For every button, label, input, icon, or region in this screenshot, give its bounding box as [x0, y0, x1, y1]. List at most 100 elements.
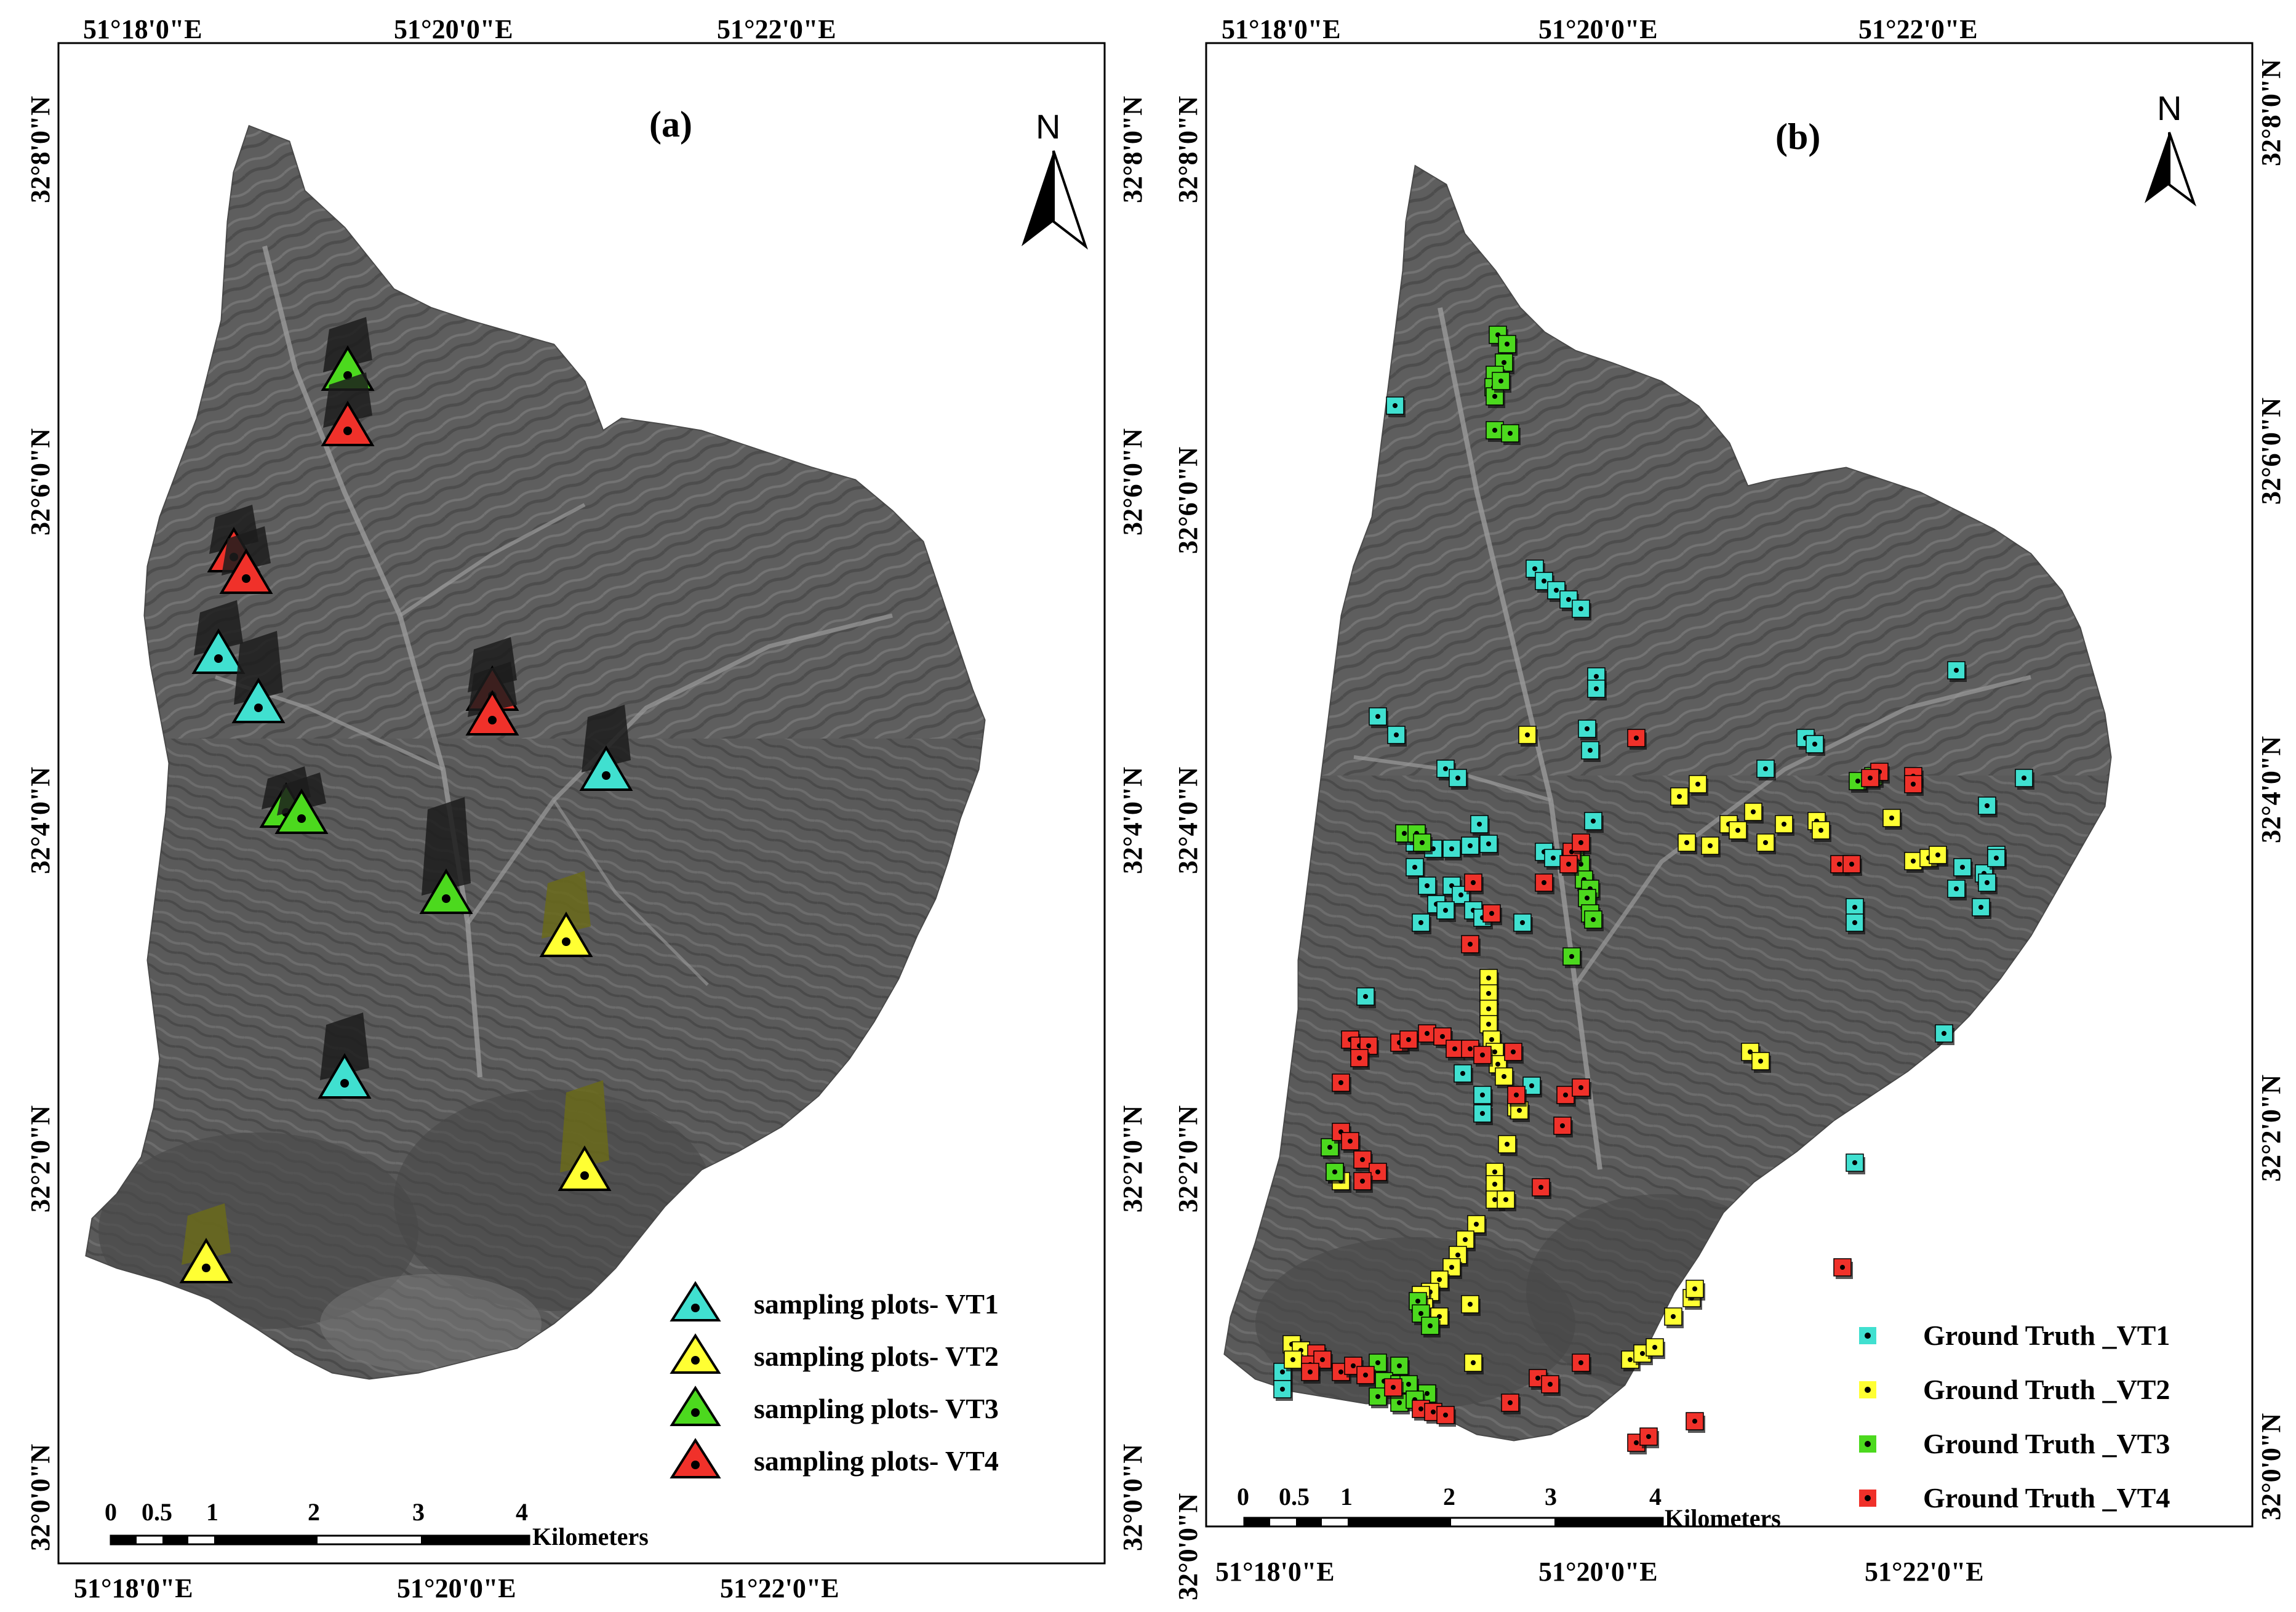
ground-truth-marker: [1461, 836, 1481, 857]
ground-truth-marker: [1390, 1357, 1410, 1377]
panel-a-bottom-lon-0: 51°18'0"E: [74, 1573, 193, 1603]
ground-truth-marker: [1473, 1046, 1493, 1067]
svg-text:1: 1: [1340, 1483, 1353, 1510]
ground-truth-marker: [1532, 1178, 1551, 1199]
ground-truth-marker: [1273, 1380, 1293, 1401]
ground-truth-marker: [1384, 1378, 1404, 1399]
ground-truth-marker: [1541, 1375, 1561, 1396]
panel-b-north-arrow-icon: N: [2145, 89, 2197, 207]
panel-b-scale-bar: 0 0.5 1 2 3 4 Kilometers: [1237, 1483, 1781, 1532]
svg-text:0: 0: [1237, 1483, 1249, 1510]
svg-text:sampling plots- VT4: sampling plots- VT4: [754, 1445, 999, 1477]
ground-truth-marker: [1578, 720, 1598, 740]
svg-text:0.5: 0.5: [1279, 1483, 1310, 1510]
panel-a-right-lat-2: 32°4'0"N: [1118, 767, 1148, 874]
ground-truth-marker: [1587, 680, 1607, 700]
ground-truth-marker: [1701, 836, 1721, 857]
ground-truth-marker: [1559, 855, 1579, 876]
ground-truth-marker: [1686, 1280, 1705, 1301]
panel-b-top-lon-0: 51°18'0"E: [1222, 14, 1341, 44]
ground-truth-marker: [1412, 913, 1431, 934]
ground-truth-marker: [1572, 1353, 1591, 1374]
panel-a-bottom-lon-2: 51°22'0"E: [720, 1573, 839, 1603]
panel-b-bottom-lon-1: 51°20'0"E: [1538, 1557, 1658, 1587]
ground-truth-marker: [1756, 760, 1776, 780]
svg-text:sampling plots- VT1: sampling plots- VT1: [754, 1288, 999, 1320]
ground-truth-marker: [1461, 935, 1481, 956]
panel-a-frame: [57, 42, 1106, 1565]
sampling-plot-marker: [231, 631, 286, 723]
panel-b: 51°18'0"E 51°20'0"E 51°22'0"E 51°18'0"E …: [1173, 14, 2286, 1600]
ground-truth-marker: [1581, 741, 1601, 762]
panel-b-bottom-lon-2: 51°22'0"E: [1865, 1557, 1984, 1587]
ground-truth-marker: [1495, 353, 1514, 374]
panel-b-right-lat-3: 32°2'0"N: [2256, 1075, 2286, 1182]
ground-truth-marker: [1646, 1338, 1665, 1359]
panel-a-top-lon-1: 51°20'0"E: [394, 14, 513, 44]
ground-truth-marker: [1386, 396, 1406, 417]
ground-truth-marker: [1806, 735, 1825, 756]
ground-truth-marker: [1369, 707, 1388, 728]
ground-truth-marker: [1332, 1073, 1351, 1094]
panel-a-bottom-lon-1: 51°20'0"E: [397, 1573, 516, 1603]
ground-truth-marker: [1482, 904, 1502, 925]
panel-a-legend-item-vt1: sampling plots- VT1: [670, 1281, 999, 1321]
panel-b-right-lat-2: 32°4'0"N: [2256, 736, 2286, 843]
ground-truth-marker: [1842, 855, 1862, 876]
ground-truth-marker: [1449, 769, 1468, 790]
panel-b-top-lon-2: 51°22'0"E: [1858, 14, 1978, 44]
ground-truth-marker: [1464, 873, 1484, 894]
ground-truth-marker: [1504, 1043, 1524, 1064]
panel-a-top-lon-0: 51°18'0"E: [83, 14, 202, 44]
panel-a-legend-item-vt4: sampling plots- VT4: [670, 1438, 999, 1478]
sampling-plot-marker: [318, 1013, 372, 1099]
ground-truth-marker: [1356, 987, 1376, 1008]
ground-truth-marker: [1341, 1132, 1361, 1153]
sampling-plot-marker: [558, 1080, 612, 1191]
ground-truth-marker: [1947, 880, 1967, 900]
panel-b-right-lat-1: 32°6'0"N: [2256, 398, 2286, 505]
panel-b-ground-truth-points: [1273, 326, 2034, 1454]
ground-truth-marker: [1572, 1078, 1591, 1099]
ground-truth-marker: [1953, 858, 1973, 879]
ground-truth-marker: [1507, 1086, 1527, 1107]
ground-truth-marker: [1522, 1077, 1542, 1097]
ground-truth-marker: [1473, 1086, 1493, 1107]
ground-truth-marker: [1584, 910, 1604, 931]
panel-a-right-lat-3: 32°2'0"N: [1118, 1105, 1148, 1213]
ground-truth-marker: [1424, 840, 1444, 860]
panel-b-left-lat-4: 32°0'0"N: [1173, 1493, 1203, 1600]
ground-truth-marker: [1301, 1363, 1321, 1384]
ground-truth-marker: [1413, 833, 1433, 854]
sampling-plot-marker: [579, 705, 633, 791]
ground-truth-marker: [1495, 1067, 1514, 1088]
ground-truth-marker: [1972, 898, 1991, 919]
ground-truth-marker: [1492, 372, 1511, 393]
ground-truth-marker: [1387, 726, 1407, 747]
ground-truth-marker: [1464, 1353, 1484, 1374]
panel-b-left-lat-3: 32°2'0"N: [1173, 1105, 1203, 1213]
panel-b-right-lat-4: 32°0'0"N: [2256, 1413, 2286, 1520]
ground-truth-marker: [1470, 815, 1490, 836]
ground-truth-marker: [1689, 775, 1708, 796]
panel-b-label: (b): [1775, 116, 1820, 157]
ground-truth-marker: [1553, 1117, 1573, 1137]
panel-a-label: (a): [649, 104, 692, 145]
panel-a-legend-item-vt2: sampling plots- VT2: [670, 1333, 999, 1374]
panel-b-top-lon-1: 51°20'0"E: [1538, 14, 1658, 44]
panel-b-left-lat-0: 32°8'0"N: [1173, 96, 1203, 203]
ground-truth-marker: [1479, 835, 1499, 856]
panel-b-legend: Ground Truth _VT1 Ground Truth _VT2 Grou…: [1859, 1320, 2170, 1514]
ground-truth-marker: [1284, 1350, 1303, 1371]
ground-truth-marker: [1350, 1049, 1370, 1070]
ground-truth-marker: [1572, 599, 1591, 620]
panel-b-legend-item-vt1: Ground Truth _VT1: [1859, 1320, 2170, 1351]
sampling-plot-marker: [179, 1203, 233, 1283]
ground-truth-marker: [1326, 1163, 1345, 1184]
ground-truth-marker: [1359, 1037, 1379, 1057]
svg-text:Ground Truth _VT1: Ground Truth _VT1: [1923, 1320, 2170, 1351]
ground-truth-marker: [1686, 1412, 1705, 1433]
ground-truth-marker: [1456, 1230, 1476, 1251]
panel-b-frame: [1205, 42, 2254, 1528]
